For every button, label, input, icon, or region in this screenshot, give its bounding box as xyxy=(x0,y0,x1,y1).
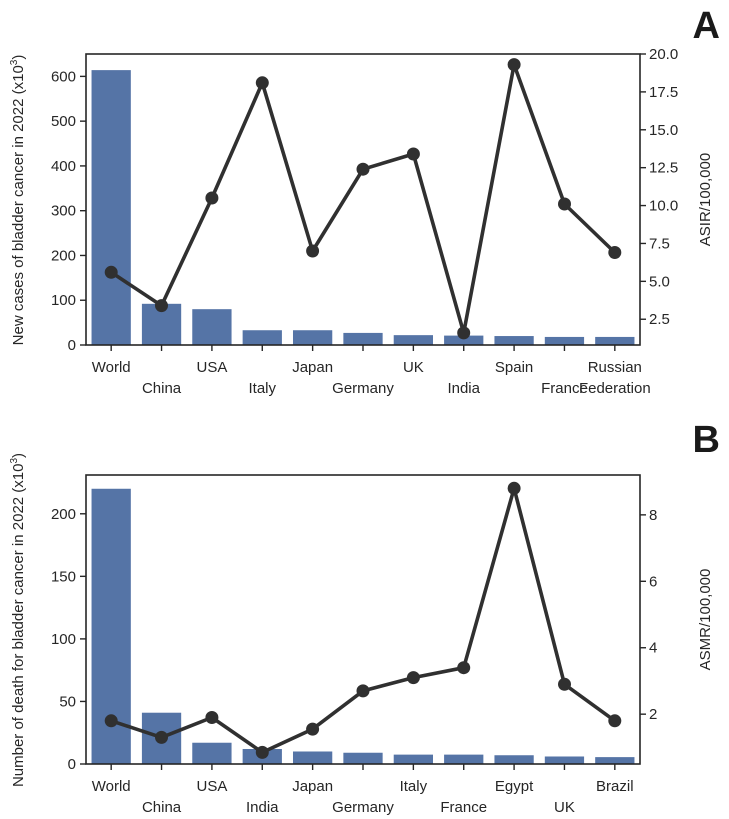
x-category-label-india: India xyxy=(246,799,279,816)
left-axis-title: New cases of bladder cancer in 2022 (x10… xyxy=(9,55,27,346)
rate-point-spain xyxy=(507,58,521,72)
x-category-label-china: China xyxy=(142,799,182,816)
bar-spain xyxy=(494,336,534,345)
x-category-label-spain: Spain xyxy=(495,359,533,376)
right-tick-label: 8 xyxy=(649,507,657,524)
rate-point-brazil xyxy=(608,714,622,728)
x-category-label-france: France xyxy=(440,799,487,816)
bar-japan xyxy=(292,751,333,764)
x-category-label-world: World xyxy=(92,359,131,376)
bar-germany xyxy=(343,332,383,345)
rate-point-usa xyxy=(205,191,219,205)
left-tick-label: 100 xyxy=(51,292,76,309)
rate-point-world xyxy=(104,265,118,279)
x-category-label-egypt: Egypt xyxy=(495,778,534,795)
x-category-label-uk: UK xyxy=(554,799,575,816)
rate-point-russian-federation xyxy=(608,246,622,259)
rate-point-india xyxy=(457,326,471,340)
bar-germany xyxy=(343,752,383,764)
right-tick-label: 17.5 xyxy=(649,84,678,101)
right-tick-label: 20.0 xyxy=(649,46,678,63)
right-tick-label: 6 xyxy=(649,573,657,590)
x-category-label-italy: Italy xyxy=(400,778,428,795)
left-tick-label: 200 xyxy=(51,506,76,523)
x-category-label-uk: UK xyxy=(403,359,424,376)
left-tick-label: 150 xyxy=(51,568,76,585)
bar-brazil xyxy=(595,757,635,764)
bar-russian-federation xyxy=(595,336,635,345)
panel-letter-a: A xyxy=(693,5,720,47)
left-tick-label: 200 xyxy=(51,247,76,264)
right-tick-label: 5.0 xyxy=(649,273,670,290)
bar-uk xyxy=(544,756,585,764)
right-tick-label: 7.5 xyxy=(649,235,670,252)
rate-point-china xyxy=(155,730,168,744)
bar-italy xyxy=(242,330,282,345)
rate-point-france xyxy=(558,197,571,211)
left-axis-title: Number of death for bladder cancer in 20… xyxy=(9,453,27,787)
left-tick-label: 50 xyxy=(59,693,76,710)
x-category-label-japan: Japan xyxy=(292,359,333,376)
x-category-label-germany: Germany xyxy=(332,799,394,816)
rate-point-france xyxy=(457,661,471,675)
left-tick-label: 300 xyxy=(51,203,76,220)
panel-a: 0 100 200 300 400 500 600 2.5 5.0 7.5 10.0 12.5 15.0… xyxy=(9,5,720,397)
right-tick-label: 2 xyxy=(649,706,657,723)
rate-point-usa xyxy=(205,711,219,724)
left-tick-label: 0 xyxy=(68,756,76,773)
x-category-label-japan: Japan xyxy=(292,778,333,795)
right-tick-label: 4 xyxy=(649,640,657,657)
rate-line xyxy=(110,486,616,755)
rate-point-germany xyxy=(356,684,370,698)
left-tick-label: 100 xyxy=(51,631,76,648)
right-tick-label: 15.0 xyxy=(649,122,678,139)
right-tick-label: 2.5 xyxy=(649,311,670,328)
right-tick-label: 12.5 xyxy=(649,160,678,177)
right-axis-title: ASMR/100,000 xyxy=(697,569,714,671)
x-category-label-brazil: Brazil xyxy=(596,778,634,795)
rate-point-uk xyxy=(558,677,571,691)
rate-point-world xyxy=(104,714,118,728)
bar-france xyxy=(544,336,585,345)
bar-japan xyxy=(292,330,333,345)
bar-egypt xyxy=(494,755,534,764)
panel-b: 0 50 100 150 200 2 4 6 8 World China USA India Japan G… xyxy=(9,419,720,816)
right-tick-label: 10.0 xyxy=(649,198,678,215)
x-category-label-usa: USA xyxy=(196,359,227,376)
x-category-label-france: France xyxy=(541,380,588,397)
left-tick-label: 400 xyxy=(51,158,76,175)
rate-point-germany xyxy=(356,162,370,176)
rate-point-uk xyxy=(406,147,420,161)
x-category-label-usa: USA xyxy=(196,778,227,795)
left-tick-label: 0 xyxy=(68,337,76,354)
x-category-label-russian-federation: Russian Federation xyxy=(579,359,651,397)
bar-france xyxy=(444,754,484,764)
rate-point-china xyxy=(155,299,168,313)
bar-uk xyxy=(393,335,433,345)
rate-point-egypt xyxy=(507,481,521,495)
rate-point-japan xyxy=(306,722,320,736)
rate-point-japan xyxy=(306,244,320,258)
left-tick-label: 500 xyxy=(51,113,76,130)
panel-letter-b: B xyxy=(693,419,720,461)
left-tick-label: 600 xyxy=(51,68,76,85)
plot-frame xyxy=(85,53,641,346)
x-category-label-india: India xyxy=(447,380,480,397)
x-category-label-china: China xyxy=(142,380,182,397)
x-category-label-world: World xyxy=(92,778,131,795)
rate-line xyxy=(110,62,617,335)
rate-point-italy xyxy=(406,671,420,685)
rate-point-italy xyxy=(255,76,269,90)
bar-usa xyxy=(192,309,232,345)
right-axis-title: ASIR/100,000 xyxy=(697,153,714,246)
bar-india xyxy=(444,335,484,345)
bar-usa xyxy=(192,742,232,764)
x-category-label-germany: Germany xyxy=(332,380,394,397)
bar-italy xyxy=(393,754,433,764)
bar-world xyxy=(91,70,131,346)
rate-point-india xyxy=(255,745,269,759)
x-category-label-italy: Italy xyxy=(249,380,277,397)
